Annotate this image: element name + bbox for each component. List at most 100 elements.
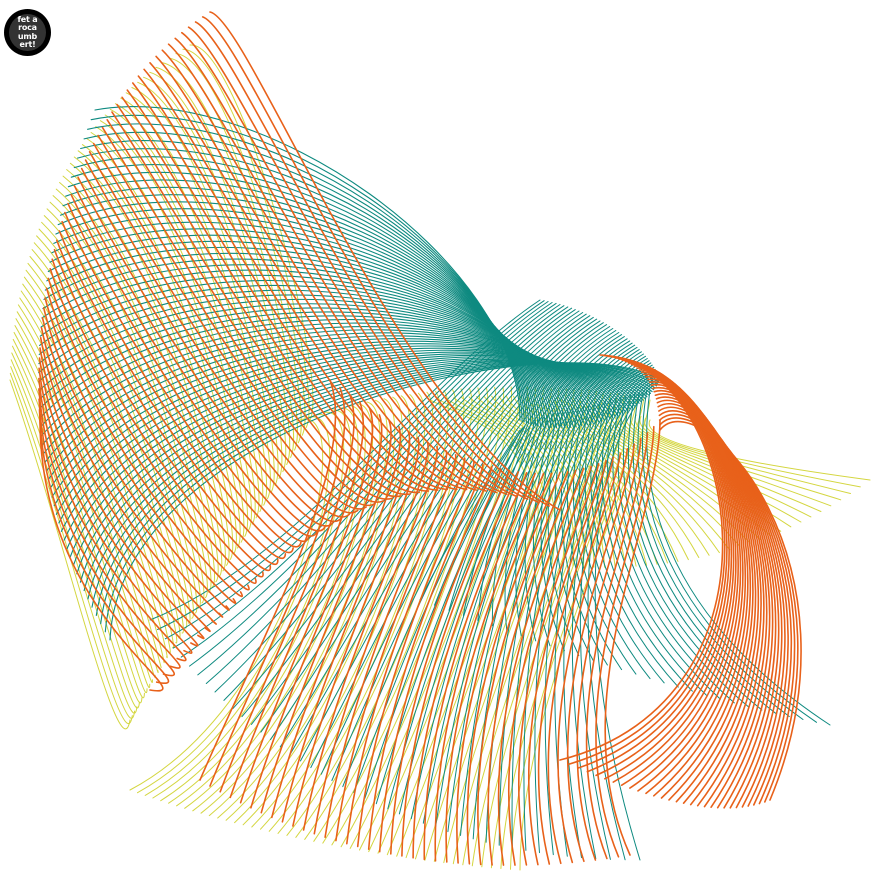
orange-curve-family [38, 11, 802, 866]
yellow-curve [129, 418, 324, 791]
orange-curve [466, 472, 561, 865]
teal-curve [637, 391, 804, 720]
orange-curve [390, 468, 502, 855]
orange-curve [42, 307, 230, 611]
logo-text-line-4: ert! [19, 40, 36, 49]
teal-curve [387, 338, 628, 810]
teal-curve [320, 326, 611, 775]
orange-curve [566, 443, 635, 863]
teal-curve [270, 316, 594, 741]
orange-curve [648, 381, 765, 807]
yellow-curve [554, 398, 700, 558]
teal-curve [38, 303, 600, 423]
orange-curve [445, 472, 545, 863]
orange-curve [657, 403, 786, 808]
teal-curve [448, 425, 526, 611]
orange-curve [194, 21, 540, 504]
orange-curve [650, 384, 768, 808]
teal-curve [83, 360, 653, 592]
yellow-curve [11, 352, 140, 709]
teal-curve [260, 315, 591, 733]
yellow-curve [429, 399, 531, 561]
teal-curve [214, 307, 573, 693]
orange-curve [67, 202, 310, 542]
yellow-curve [629, 412, 832, 507]
orange-curve [487, 469, 577, 866]
yellow-curve [471, 393, 618, 867]
orange-curve [61, 220, 294, 554]
yellow-curve [131, 87, 279, 486]
orange-curve [652, 386, 771, 808]
yellow-curve [10, 366, 136, 719]
teal-curve [289, 320, 601, 755]
orange-curve [47, 277, 250, 591]
orange-curve [547, 452, 622, 865]
teal-curve [51, 221, 558, 429]
orange-curve [595, 425, 655, 858]
orange-curve [658, 413, 796, 805]
orange-curve [497, 467, 585, 866]
orange-curve [239, 407, 374, 804]
yellow-curve [251, 391, 434, 828]
orange-curve [335, 454, 457, 842]
logo-text-line-1: fet a [17, 14, 38, 24]
orange-curve [39, 347, 205, 640]
orange-curve [219, 394, 355, 793]
teal-curve [534, 364, 653, 854]
orange-curve [653, 389, 774, 809]
orange-curve [528, 459, 607, 866]
teal-curve-family [38, 106, 831, 861]
orange-curve [137, 75, 449, 491]
teal-curve [40, 269, 580, 427]
teal-curve [572, 405, 637, 675]
teal-curve [180, 302, 557, 658]
teal-curve [51, 343, 631, 498]
teal-curve [364, 334, 623, 799]
yellow-curve [322, 386, 497, 844]
teal-curve [41, 264, 577, 428]
orange-curve [604, 358, 735, 780]
orange-curve [659, 417, 799, 803]
teal-curve [279, 318, 598, 748]
teal-curve [566, 406, 623, 671]
yellow-curve [208, 398, 396, 817]
orange-curve [378, 465, 493, 853]
orange-curve [92, 142, 367, 510]
teal-curve [646, 389, 831, 726]
teal-curve [578, 403, 651, 680]
orange-curve [655, 396, 780, 809]
orange-curve [38, 377, 187, 662]
teal-curve [410, 342, 633, 820]
teal-curve [547, 410, 580, 656]
orange-curve [302, 441, 429, 831]
orange-curve [260, 420, 392, 814]
teal-curve [38, 289, 592, 425]
yellow-curve [69, 162, 230, 566]
orange-curve [281, 431, 411, 823]
teal-curve [49, 340, 629, 489]
teal-curve [607, 398, 721, 700]
logo-badge[interactable]: fet a roca umb ert! [4, 9, 51, 56]
yellow-curve [95, 126, 252, 531]
teal-curve [601, 399, 707, 696]
teal-curve [398, 340, 631, 815]
orange-curve [80, 167, 342, 522]
teal-curve [43, 252, 572, 428]
yellow-curve [43, 215, 201, 609]
orange-curve [132, 82, 439, 491]
yellow-curve [639, 416, 851, 494]
teal-curve [205, 306, 569, 684]
teal-curve [91, 361, 656, 608]
teal-curve [632, 392, 790, 717]
yellow-curve [192, 401, 381, 812]
teal-curve [540, 412, 565, 652]
yellow-curve [59, 182, 219, 583]
yellow-curve [644, 417, 861, 488]
yellow-curve [541, 397, 679, 562]
teal-curve [612, 396, 735, 704]
teal-curve [554, 409, 594, 661]
orange-curve [40, 327, 218, 625]
teal-curve [584, 402, 665, 684]
